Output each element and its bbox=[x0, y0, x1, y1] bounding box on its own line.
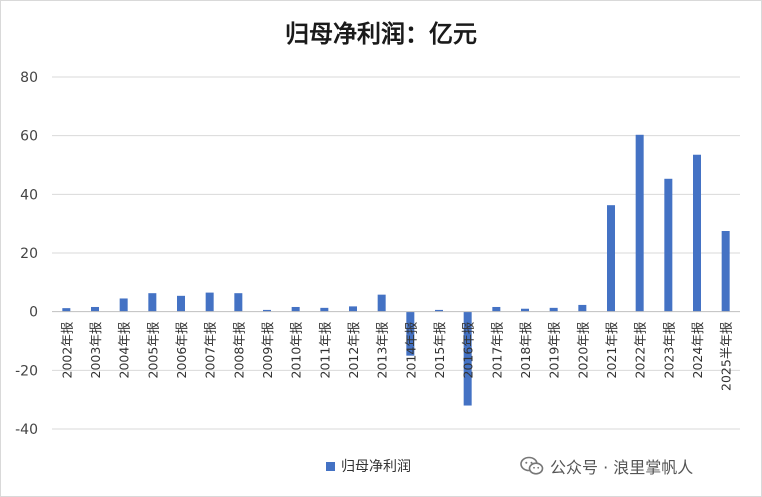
x-tick-label: 2012年报 bbox=[346, 321, 361, 378]
x-tick-label: 2005年报 bbox=[145, 321, 160, 378]
bar bbox=[119, 298, 128, 312]
x-tick-label: 2024年报 bbox=[690, 321, 705, 378]
x-tick-label: 2025半年报 bbox=[719, 321, 734, 391]
bar bbox=[664, 178, 673, 312]
x-tick-label: 2019年报 bbox=[547, 321, 562, 378]
bar bbox=[549, 307, 558, 312]
y-tick-label: -20 bbox=[15, 363, 38, 379]
x-tick-label: 2004年报 bbox=[117, 321, 132, 378]
y-tick-label: -40 bbox=[15, 422, 38, 438]
x-tick-label: 2022年报 bbox=[633, 321, 648, 378]
wechat-icon bbox=[520, 456, 544, 475]
y-tick-label: 0 bbox=[29, 305, 38, 321]
y-axis-ticks: -40 -20 0 20 40 60 80 bbox=[15, 70, 38, 438]
x-tick-label: 2017年报 bbox=[489, 321, 504, 378]
bar bbox=[693, 154, 701, 312]
bar bbox=[721, 231, 730, 312]
bar bbox=[263, 309, 271, 312]
y-tick-label: 80 bbox=[20, 70, 38, 86]
bar bbox=[578, 304, 587, 312]
x-tick-label: 2011年报 bbox=[317, 321, 332, 378]
bar bbox=[492, 306, 501, 312]
bar bbox=[291, 306, 300, 312]
bar bbox=[377, 294, 386, 312]
legend: 归母净利润 bbox=[326, 456, 411, 476]
bar bbox=[463, 311, 472, 406]
x-tick-label: 2010年报 bbox=[289, 321, 304, 378]
y-tick-label: 20 bbox=[20, 246, 38, 262]
bar bbox=[320, 307, 329, 312]
bar bbox=[62, 308, 71, 312]
x-tick-label: 2016年报 bbox=[461, 321, 476, 378]
x-tick-label: 2013年报 bbox=[375, 321, 390, 378]
watermark-text: 公众号 · 浪里掌帆人 bbox=[550, 458, 694, 477]
bar bbox=[148, 293, 157, 312]
x-tick-label: 2008年报 bbox=[231, 321, 246, 378]
x-tick-label: 2007年报 bbox=[203, 321, 218, 378]
bar bbox=[607, 205, 615, 312]
bars bbox=[52, 134, 740, 406]
x-tick-label: 2003年报 bbox=[88, 321, 103, 378]
y-tick-label: 40 bbox=[20, 187, 38, 203]
x-axis-ticks: 2002年报 2003年报 2004年报 2005年报 2006年报 2007年报 2008… bbox=[59, 321, 733, 391]
x-tick-label: 2018年报 bbox=[518, 321, 533, 378]
bar bbox=[91, 306, 99, 312]
bar bbox=[435, 309, 443, 312]
chart-title: 归母净利润：亿元 bbox=[285, 19, 477, 48]
bar bbox=[234, 293, 243, 312]
x-tick-label: 2009年报 bbox=[260, 321, 275, 378]
x-tick-label: 2002年报 bbox=[59, 321, 74, 378]
legend-swatch bbox=[326, 461, 335, 471]
bar bbox=[177, 295, 185, 312]
bar bbox=[635, 134, 644, 312]
x-tick-label: 2020年报 bbox=[575, 321, 590, 378]
bar bbox=[349, 306, 357, 312]
bar bbox=[205, 292, 214, 312]
x-tick-label: 2023年报 bbox=[661, 321, 676, 378]
watermark: 公众号 · 浪里掌帆人 bbox=[520, 454, 693, 478]
x-tick-label: 2006年报 bbox=[174, 321, 189, 378]
legend-label: 归母净利润 bbox=[341, 459, 411, 475]
x-tick-label: 2015年报 bbox=[432, 321, 447, 378]
x-tick-label: 2014年报 bbox=[403, 321, 418, 378]
y-tick-label: 60 bbox=[20, 129, 38, 145]
gridlines bbox=[52, 76, 740, 430]
x-tick-label: 2021年报 bbox=[604, 321, 619, 378]
bar bbox=[406, 311, 415, 356]
bar bbox=[521, 308, 529, 312]
